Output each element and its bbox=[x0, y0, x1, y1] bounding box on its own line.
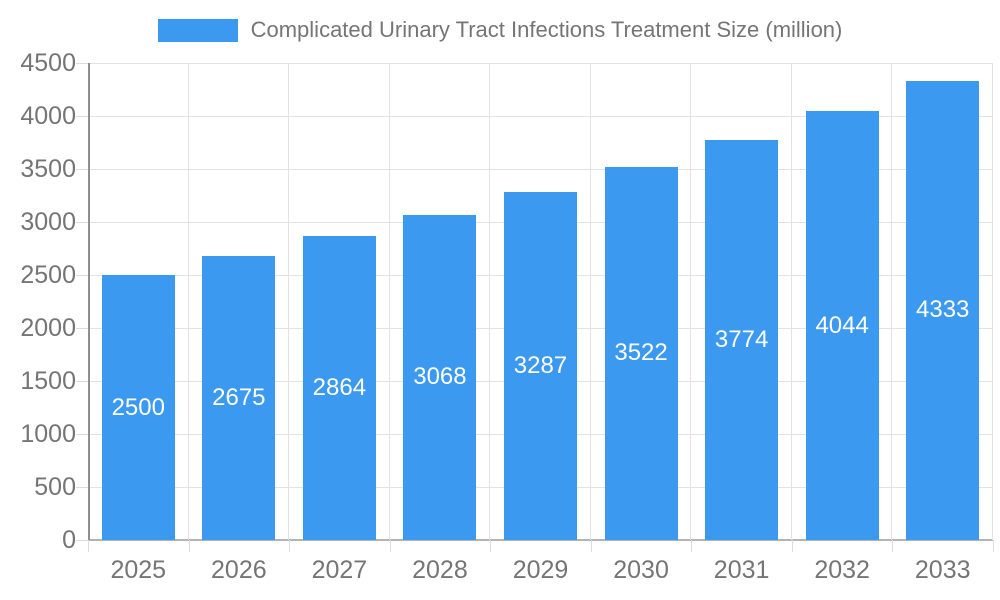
y-axis-tick-label: 4000 bbox=[20, 102, 76, 130]
y-axis-tick-label: 4500 bbox=[20, 49, 76, 77]
gridline-vertical bbox=[489, 63, 491, 540]
y-axis-tick-label: 1500 bbox=[20, 367, 76, 395]
x-axis-tick bbox=[490, 540, 492, 552]
legend: Complicated Urinary Tract Infections Tre… bbox=[0, 16, 1000, 44]
x-axis-tick-label: 2030 bbox=[613, 556, 669, 584]
x-axis-tick-label: 2031 bbox=[713, 556, 770, 584]
x-axis-tick-label: 2028 bbox=[412, 556, 468, 584]
plot-area: 2500 2675 2864 3068 3287 3522 3774 4044 4333 bbox=[88, 63, 993, 541]
x-axis-tick-label: 2029 bbox=[512, 556, 569, 584]
gridline-horizontal bbox=[88, 63, 993, 64]
gridline-vertical bbox=[891, 63, 893, 540]
y-axis-tick-label: 1000 bbox=[20, 420, 76, 448]
bar: 3287 bbox=[504, 191, 577, 540]
bar-value-label: 4044 bbox=[815, 311, 869, 339]
y-axis-tick bbox=[76, 63, 88, 64]
bar-value-label: 2500 bbox=[111, 393, 165, 421]
y-axis-tick bbox=[76, 222, 88, 223]
gridline-vertical bbox=[288, 63, 290, 540]
bar-value-label: 3774 bbox=[714, 325, 769, 353]
x-axis-tick bbox=[88, 540, 89, 552]
x-axis-tick bbox=[892, 540, 894, 552]
y-axis-tick-label: 3000 bbox=[20, 208, 76, 236]
bar-value-label: 2864 bbox=[312, 374, 367, 402]
y-axis-tick bbox=[76, 487, 88, 488]
gridline-vertical bbox=[187, 63, 189, 540]
bar: 4044 bbox=[805, 111, 879, 540]
legend-series-label: Complicated Urinary Tract Infections Tre… bbox=[250, 17, 843, 42]
y-axis-tick-label: 2500 bbox=[20, 261, 76, 289]
bar-value-label: 4333 bbox=[916, 296, 970, 324]
x-axis-tick bbox=[289, 540, 291, 552]
y-axis-tick-label: 3500 bbox=[20, 155, 76, 183]
gridline-vertical bbox=[388, 63, 390, 540]
x-axis-tick bbox=[993, 540, 994, 552]
x-axis-tick bbox=[188, 540, 190, 552]
gridline-horizontal bbox=[88, 169, 993, 170]
y-axis-tick bbox=[76, 169, 88, 170]
x-axis-tick-label: 2033 bbox=[914, 556, 971, 584]
y-axis-tick bbox=[76, 381, 88, 382]
x-axis-tick bbox=[590, 540, 592, 552]
y-axis-tick-label: 500 bbox=[34, 473, 76, 501]
gridline-vertical bbox=[690, 63, 692, 540]
y-axis-tick-label: 0 bbox=[62, 526, 76, 554]
gridline-horizontal bbox=[88, 116, 993, 117]
y-axis-line bbox=[88, 63, 90, 540]
bar-value-label: 3522 bbox=[614, 339, 668, 367]
legend-color-swatch-icon bbox=[157, 18, 238, 42]
gridline-vertical bbox=[790, 63, 792, 540]
bar: 2675 bbox=[202, 256, 276, 540]
x-axis-tick bbox=[791, 540, 793, 552]
gridline-vertical bbox=[992, 63, 993, 540]
x-axis-tick-label: 2027 bbox=[311, 556, 368, 584]
y-axis-tick bbox=[76, 540, 88, 541]
y-axis-tick bbox=[76, 328, 88, 329]
y-axis-tick bbox=[76, 116, 88, 117]
bar: 2500 bbox=[101, 275, 175, 540]
bar-value-label: 3287 bbox=[513, 351, 568, 379]
x-axis-tick bbox=[691, 540, 693, 552]
x-axis-line bbox=[88, 539, 993, 541]
bar-value-label: 3068 bbox=[413, 363, 467, 391]
y-axis-tick bbox=[76, 275, 88, 276]
bar: 3522 bbox=[604, 166, 678, 540]
bar: 3774 bbox=[705, 139, 779, 540]
bar: 2864 bbox=[302, 236, 376, 540]
gridline-vertical bbox=[589, 63, 591, 540]
bar: 4333 bbox=[906, 80, 980, 540]
bar-value-label: 2675 bbox=[212, 384, 266, 412]
x-axis-tick-label: 2025 bbox=[110, 556, 167, 584]
x-axis-tick-label: 2026 bbox=[211, 556, 267, 584]
y-axis-tick bbox=[76, 434, 88, 435]
y-axis-tick-label: 2000 bbox=[20, 314, 76, 342]
bar: 3068 bbox=[403, 214, 477, 540]
x-axis-tick bbox=[389, 540, 391, 552]
x-axis-tick-label: 2032 bbox=[814, 556, 870, 584]
